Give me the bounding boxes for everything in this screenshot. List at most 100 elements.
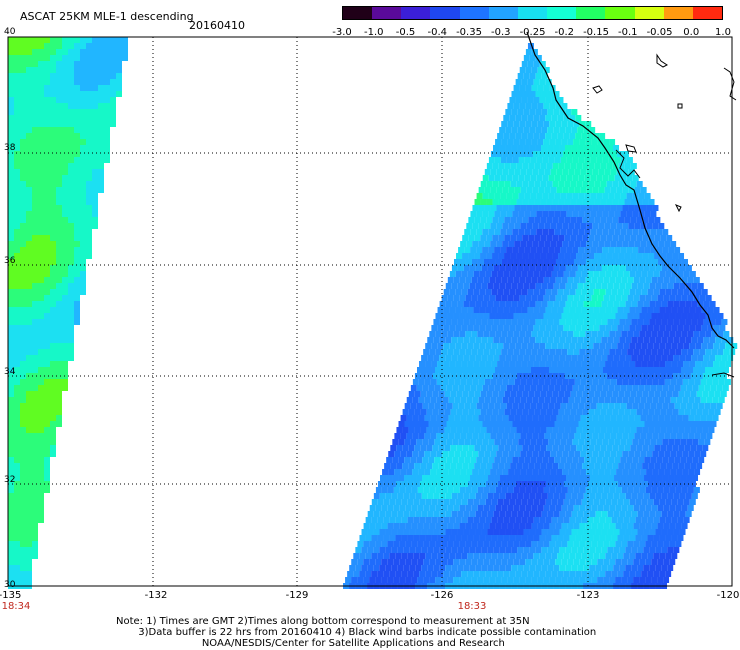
swath-cell (628, 469, 635, 475)
swath-cell (551, 517, 558, 523)
swath-cell (469, 565, 476, 571)
swath-cell (479, 481, 486, 487)
swath-cell (527, 343, 534, 349)
swath-cell (649, 511, 656, 517)
swath-cell (608, 193, 615, 199)
swath-cell (20, 43, 26, 49)
swath-cell (626, 157, 633, 163)
swath-cell (559, 529, 566, 535)
swath-cell (74, 139, 80, 145)
swath-cell (44, 199, 50, 205)
swath-cell (705, 295, 712, 301)
swath-cell (466, 451, 473, 457)
swath-cell (44, 469, 50, 475)
swath-cell (567, 523, 574, 529)
swath-cell (592, 397, 599, 403)
swath-cell (612, 253, 619, 259)
swath-cell (516, 253, 523, 259)
swath-cell (14, 211, 20, 217)
swath-cell (14, 229, 20, 235)
swath-cell (545, 343, 552, 349)
swath-cell (509, 115, 516, 121)
swath-cell (505, 319, 512, 325)
swath-cell (483, 487, 490, 493)
swath-cell (694, 415, 701, 421)
swath-cell (636, 445, 643, 451)
swath-cell (580, 223, 587, 229)
swath-cell (604, 379, 611, 385)
swath-cell (405, 541, 412, 547)
swath-cell (50, 205, 56, 211)
swath-cell (503, 571, 510, 577)
swath-cell (565, 547, 572, 553)
swath-cell (627, 259, 634, 265)
swath-cell (571, 511, 578, 517)
swath-cell (437, 361, 444, 367)
swath-cell (56, 337, 62, 343)
swath-cell (549, 139, 556, 145)
swath-cell (616, 223, 623, 229)
swath-cell (665, 325, 672, 331)
swath-cell (549, 487, 556, 493)
swath-cell (511, 301, 518, 307)
swath-cell (651, 559, 658, 565)
swath-cell (535, 319, 542, 325)
swath-cell (357, 577, 364, 583)
swath-cell (32, 385, 38, 391)
swath-cell (655, 355, 662, 361)
swath-cell (633, 523, 640, 529)
swath-cell (646, 241, 653, 247)
swath-cell (501, 487, 508, 493)
swath-cell (38, 343, 44, 349)
swath-cell (511, 145, 518, 151)
swath-cell (68, 253, 74, 259)
swath-cell (663, 577, 670, 583)
swath-cell (458, 457, 465, 463)
swath-cell (642, 445, 649, 451)
swath-cell (594, 445, 601, 451)
swath-cell (469, 547, 476, 553)
swath-cell (50, 409, 56, 415)
swath-cell (684, 373, 691, 379)
swath-cell (708, 409, 715, 415)
swath-cell (367, 529, 374, 535)
swath-cell (570, 427, 577, 433)
swath-cell (470, 439, 477, 445)
swath-cell (576, 445, 583, 451)
swath-cell (44, 487, 50, 493)
swath-cell (616, 169, 623, 175)
swath-cell (582, 463, 589, 469)
swath-cell (610, 241, 617, 247)
swath-cell (413, 535, 420, 541)
swath-cell (573, 505, 580, 511)
swath-cell (661, 283, 668, 289)
swath-cell (8, 445, 14, 451)
x-label-135w: -135 (0, 590, 22, 601)
swath-cell (62, 301, 68, 307)
swath-cell (545, 553, 552, 559)
swath-cell (443, 553, 450, 559)
swath-cell (530, 421, 537, 427)
swath-cell (14, 535, 20, 541)
swath-cell (432, 427, 439, 433)
swath-cell (509, 343, 516, 349)
swath-cell (110, 73, 116, 79)
swath-cell (576, 427, 583, 433)
swath-cell (581, 325, 588, 331)
swath-cell (506, 457, 513, 463)
swath-cell (626, 421, 633, 427)
swath-cell (502, 187, 509, 193)
swath-cell (457, 337, 464, 343)
swath-cell (693, 349, 700, 355)
swath-cell (44, 427, 50, 433)
swath-cell (496, 379, 503, 385)
swath-cell (514, 169, 521, 175)
swath-cell (593, 361, 600, 367)
swath-cell (701, 361, 708, 367)
swath-cell (415, 565, 422, 571)
swath-cell (38, 241, 44, 247)
swath-cell (456, 373, 463, 379)
swath-cell (682, 379, 689, 385)
swath-cell (408, 463, 415, 469)
swath-cell (529, 529, 536, 535)
